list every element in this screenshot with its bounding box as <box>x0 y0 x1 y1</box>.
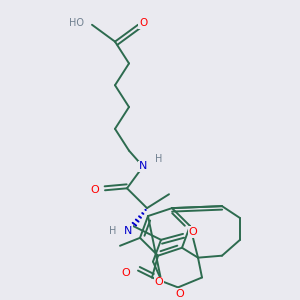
Text: O: O <box>139 18 147 28</box>
Text: HO: HO <box>70 18 85 28</box>
Text: O: O <box>176 289 184 299</box>
Text: O: O <box>189 227 197 237</box>
Text: H: H <box>155 154 163 164</box>
Text: N: N <box>124 226 132 236</box>
Text: O: O <box>122 268 130 278</box>
Text: N: N <box>139 161 147 172</box>
Text: O: O <box>154 278 164 287</box>
Text: O: O <box>91 185 99 195</box>
Text: H: H <box>109 226 117 236</box>
